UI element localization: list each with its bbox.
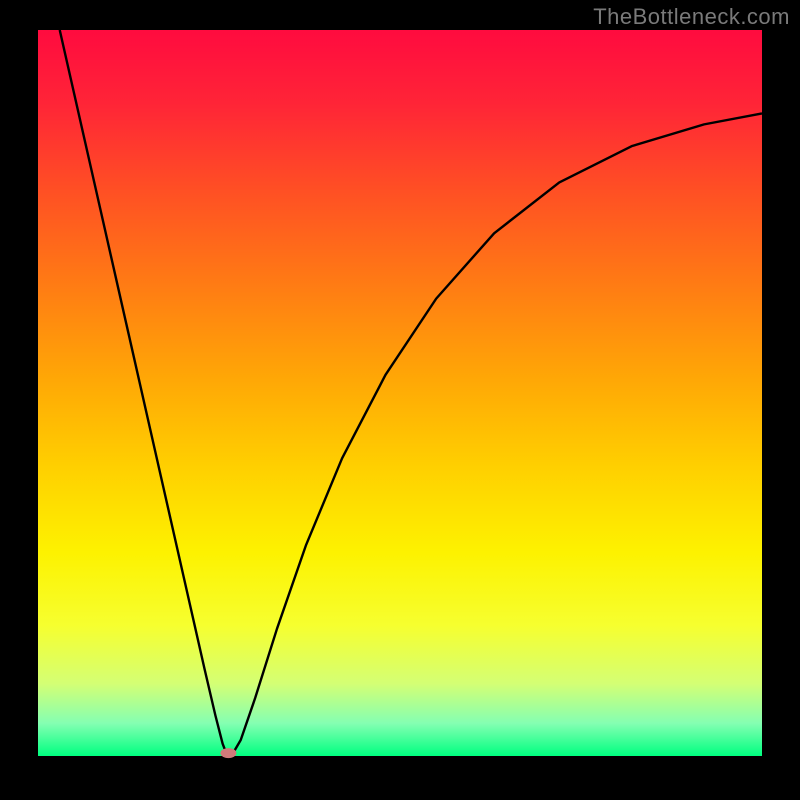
chart-frame: TheBottleneck.com xyxy=(0,0,800,800)
min-point-marker xyxy=(220,748,236,758)
bottleneck-chart xyxy=(0,0,800,800)
watermark-text: TheBottleneck.com xyxy=(593,4,790,30)
